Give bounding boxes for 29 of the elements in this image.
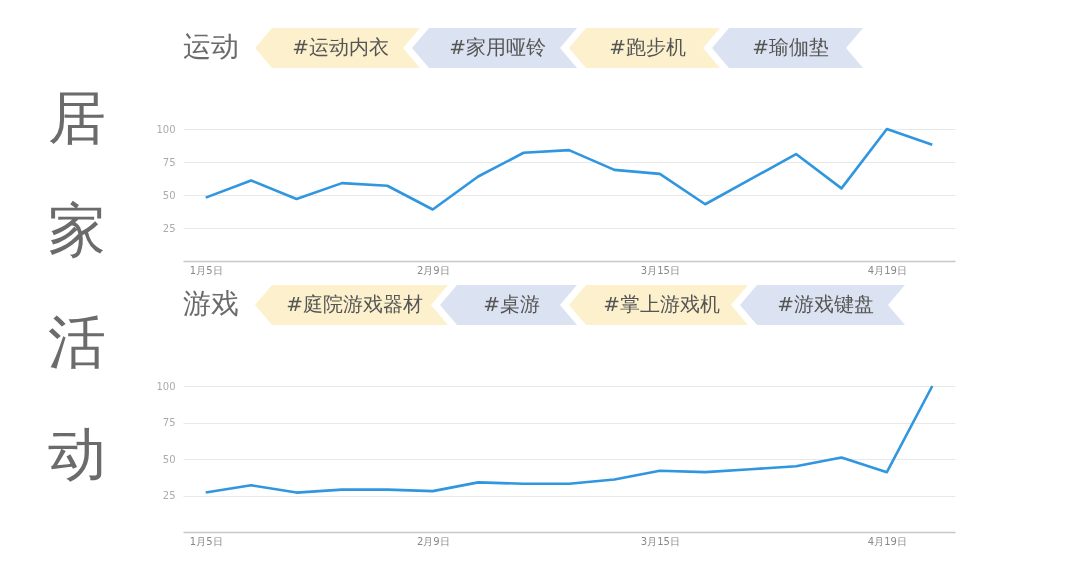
text: #运动内衣	[292, 35, 389, 59]
x-tick-label: 2月9日	[416, 535, 450, 547]
chart-title: 运动	[183, 30, 239, 63]
x-tick-label: 1月5日	[189, 535, 223, 547]
y-tick-label: 25	[162, 222, 176, 234]
y-tick-label: 50	[162, 453, 176, 465]
text: #游戏键盘	[777, 292, 874, 316]
text: 居家活动	[48, 84, 106, 488]
x-tick-label: 4月19日	[867, 535, 907, 547]
y-tick-label: 100	[156, 123, 176, 135]
x-tick-label: 2月9日	[416, 264, 450, 276]
y-tick-label: 25	[162, 490, 176, 501]
x-tick-label: 4月19日	[867, 264, 907, 276]
line-series	[204, 127, 934, 211]
y-tick-label: 75	[162, 417, 176, 428]
x-tick-label: 3月15日	[640, 535, 680, 547]
text: #掌上游戏机	[603, 292, 720, 316]
y-tick-label: 100	[156, 380, 176, 392]
text: #桌游	[483, 292, 540, 316]
text: #跑步机	[609, 35, 686, 59]
line-series	[204, 384, 934, 494]
y-tick-label: 50	[162, 189, 176, 201]
y-tick-label: 75	[162, 156, 176, 168]
x-tick-label: 3月15日	[640, 264, 680, 276]
chart-title: 游戏	[183, 287, 239, 320]
text: #家用哑铃	[449, 35, 546, 59]
text: #瑜伽垫	[752, 35, 829, 59]
text: #庭院游戏器材	[286, 292, 423, 316]
x-tick-label: 1月5日	[189, 264, 223, 276]
